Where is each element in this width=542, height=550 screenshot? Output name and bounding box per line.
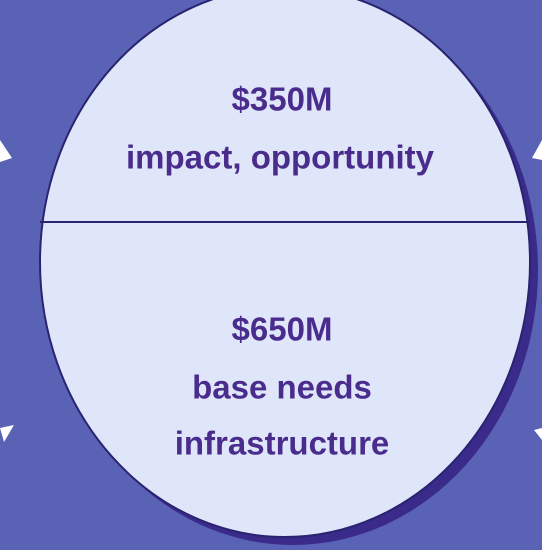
arrow [0, 425, 14, 442]
top-label: impact, opportunity [126, 139, 435, 176]
arrow [532, 140, 542, 160]
bottom-amount: $650M [232, 311, 333, 348]
circle [39, 0, 531, 538]
arrow [534, 428, 542, 440]
bottom-label: base needs [192, 369, 372, 406]
arrow [0, 140, 12, 162]
top-amount: $350M [232, 81, 333, 118]
bottom-label: infrastructure [175, 425, 390, 462]
